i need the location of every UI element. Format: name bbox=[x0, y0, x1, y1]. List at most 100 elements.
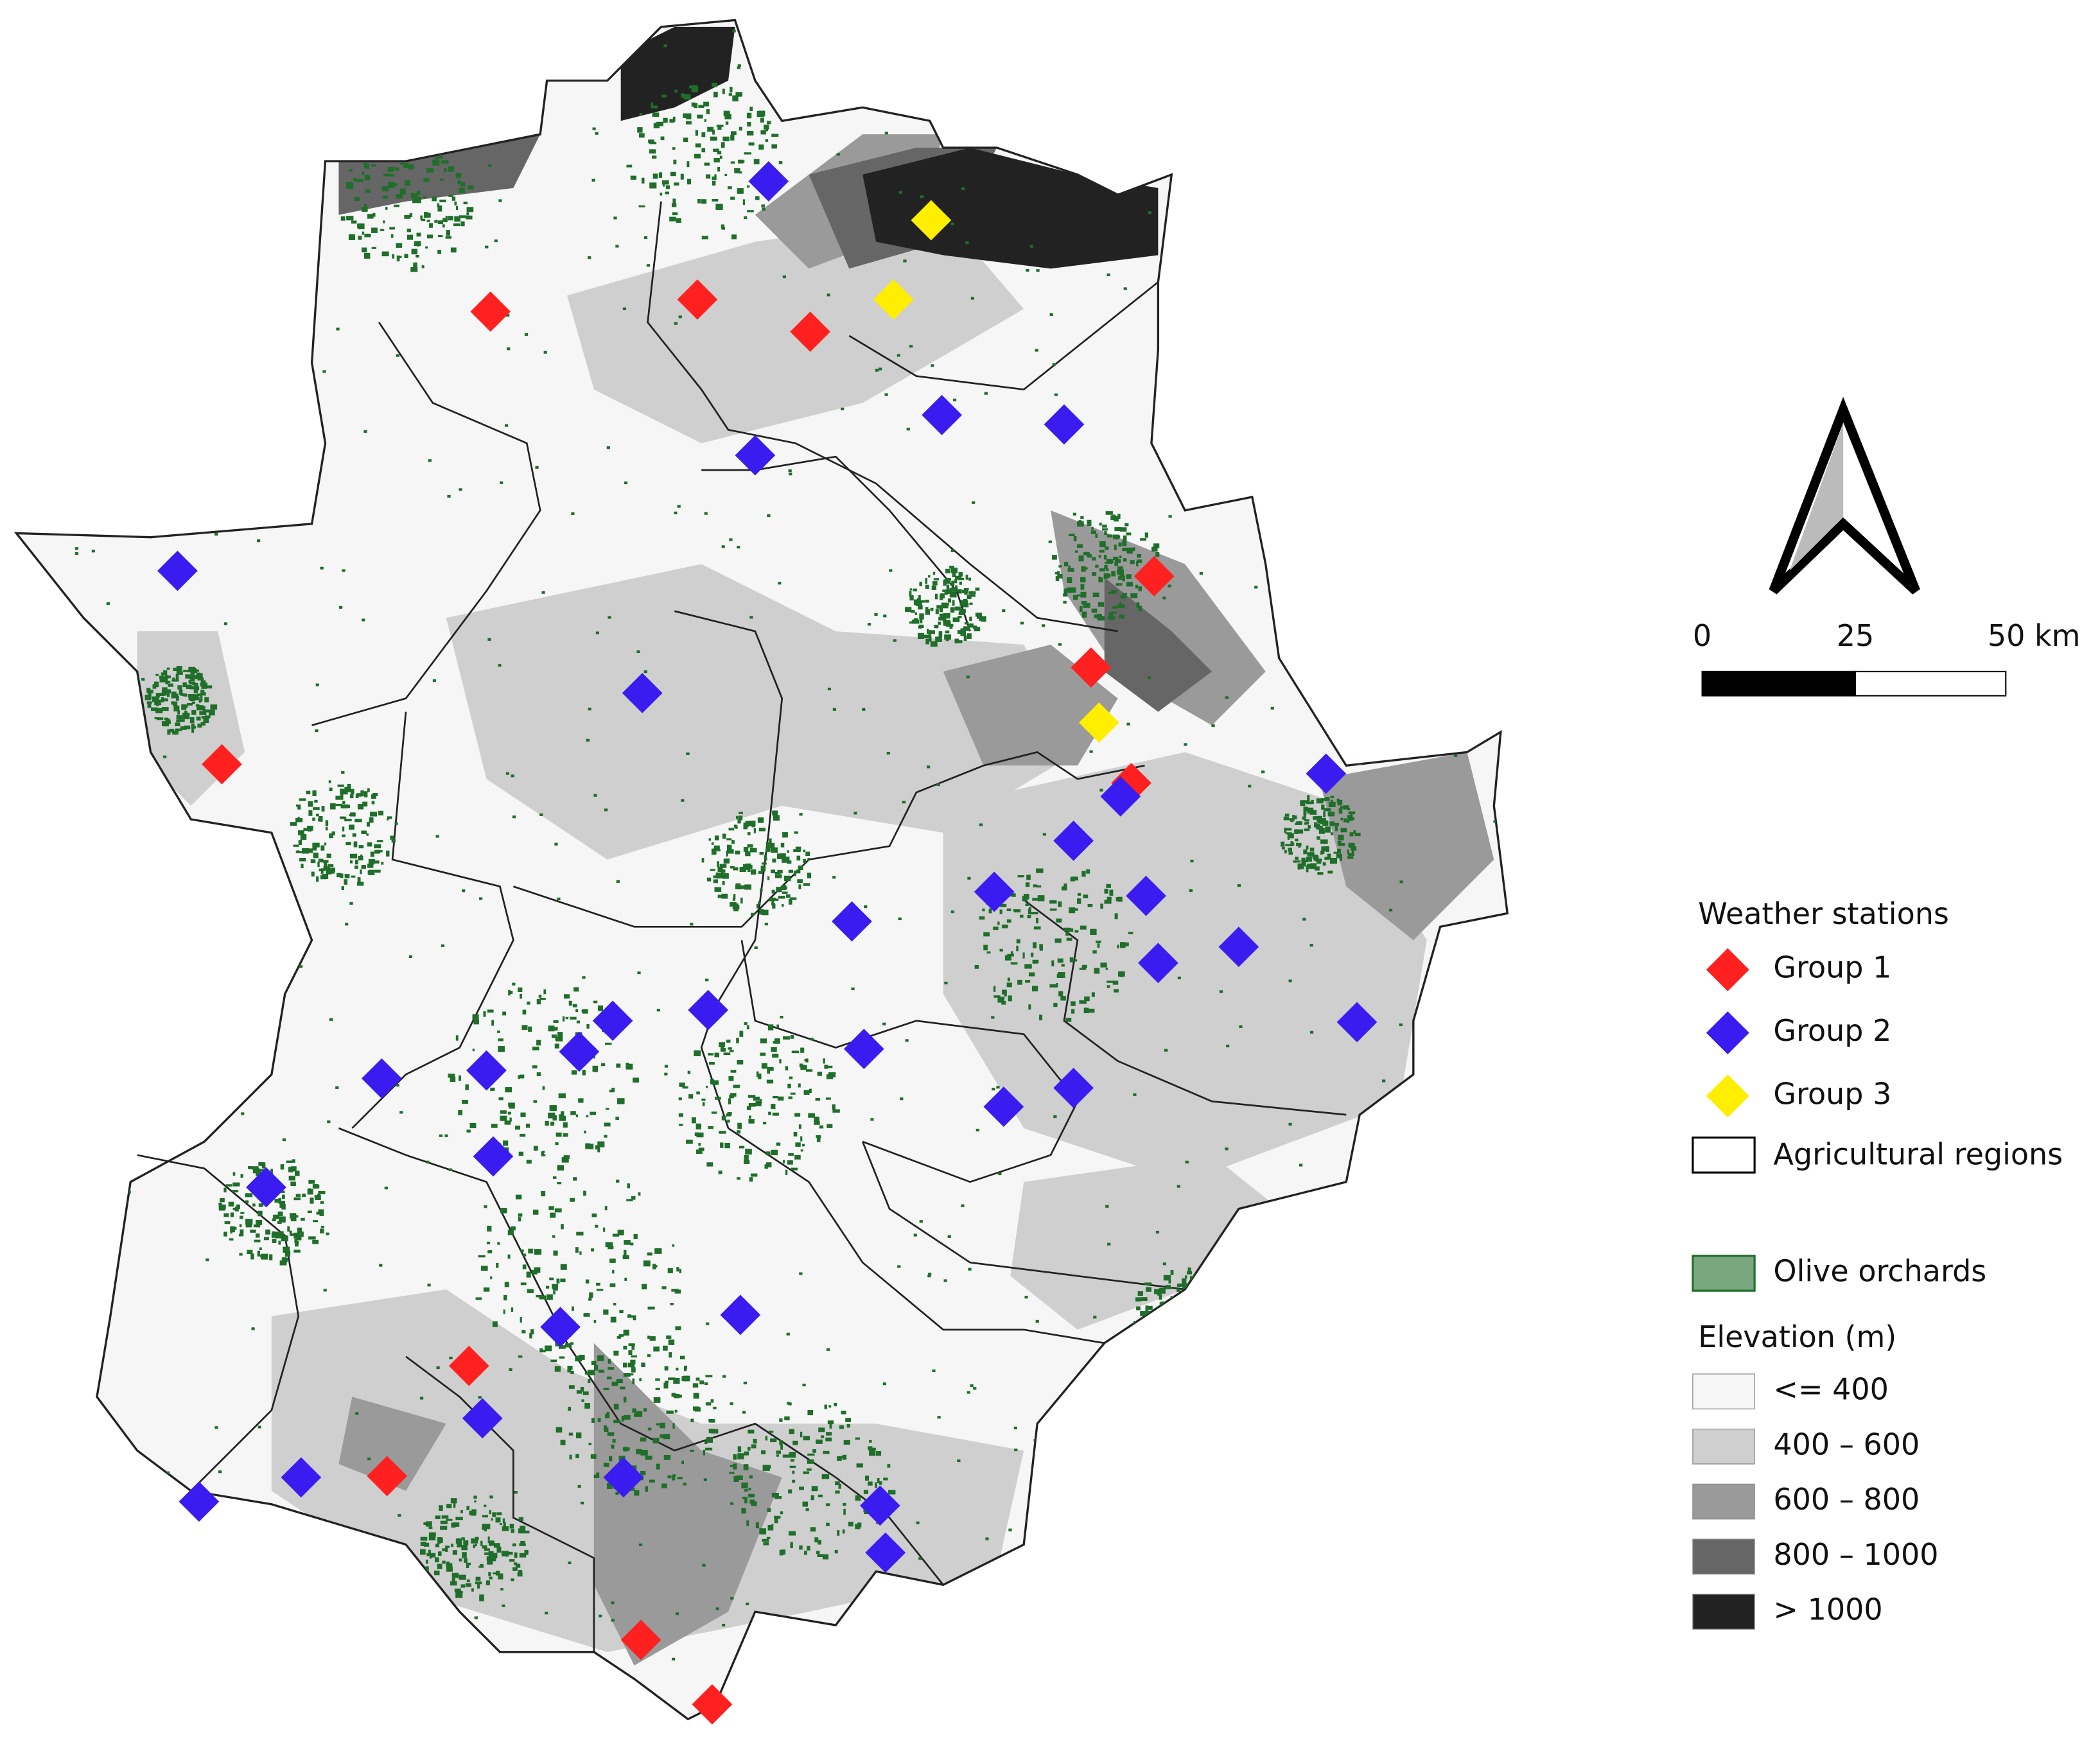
orchard-patch bbox=[695, 143, 701, 148]
orchard-patch bbox=[1151, 546, 1158, 552]
orchard-patch bbox=[1036, 918, 1039, 924]
orchard-patch bbox=[218, 1207, 225, 1211]
orchard-patch bbox=[270, 1169, 273, 1174]
orchard-patch bbox=[1105, 546, 1109, 550]
orchard-patch bbox=[159, 677, 166, 683]
orchard-patch bbox=[767, 1024, 774, 1031]
orchard-patch bbox=[627, 1183, 630, 1189]
orchard-patch bbox=[728, 93, 732, 96]
orchard-patch bbox=[1178, 1352, 1184, 1357]
orchard-patch bbox=[737, 1122, 742, 1129]
orchard-patch bbox=[979, 823, 983, 826]
orchard-patch bbox=[1224, 1320, 1230, 1322]
orchard-patch bbox=[1404, 652, 1408, 656]
orchard-patch bbox=[1413, 1135, 1417, 1138]
orchard-patch bbox=[722, 89, 725, 94]
orchard-patch bbox=[672, 1476, 676, 1481]
orchard-patch bbox=[1196, 1294, 1204, 1300]
orchard-patch bbox=[329, 1018, 333, 1021]
orchard-patch bbox=[737, 819, 741, 824]
orchard-patch bbox=[767, 1524, 773, 1531]
orchard-patch bbox=[337, 873, 342, 878]
orchard-patch bbox=[1288, 1576, 1291, 1580]
orchard-patch bbox=[172, 701, 178, 706]
orchard-patch bbox=[661, 1483, 667, 1488]
orchard-patch bbox=[960, 1608, 964, 1611]
orchard-patch bbox=[198, 699, 202, 703]
orchard-patch bbox=[969, 602, 973, 605]
orchard-patch bbox=[576, 1390, 582, 1394]
orchard-patch bbox=[1162, 1262, 1166, 1266]
orchard-patch bbox=[168, 681, 171, 683]
orchard-patch bbox=[731, 840, 735, 844]
orchard-patch bbox=[902, 63, 906, 66]
orchard-patch bbox=[279, 1260, 287, 1266]
orchard-patch bbox=[462, 889, 466, 893]
orchard-patch bbox=[553, 1020, 559, 1023]
orchard-patch bbox=[1202, 1271, 1204, 1278]
orchard-patch bbox=[741, 1482, 748, 1489]
orchard-patch bbox=[788, 1489, 792, 1494]
orchard-patch bbox=[471, 1588, 474, 1592]
orchard-patch bbox=[1104, 889, 1108, 894]
orchard-patch bbox=[231, 1190, 239, 1193]
orchard-patch bbox=[1279, 1204, 1283, 1207]
orchard-patch bbox=[284, 1251, 291, 1257]
orchard-patch bbox=[134, 1059, 138, 1062]
orchard-patch bbox=[1169, 1307, 1173, 1313]
orchard-patch bbox=[232, 1207, 237, 1210]
orchard-patch bbox=[739, 815, 743, 821]
orchard-patch bbox=[815, 1098, 821, 1101]
orchard-patch bbox=[1113, 534, 1119, 540]
orchard-patch bbox=[297, 806, 301, 810]
orchard-patch bbox=[1307, 852, 1315, 857]
orchard-patch bbox=[1082, 1588, 1086, 1592]
orchard-patch bbox=[313, 423, 317, 426]
orchard-patch bbox=[794, 1113, 801, 1117]
orchard-patch bbox=[1393, 694, 1397, 698]
orchard-patch bbox=[615, 46, 618, 49]
orchard-patch bbox=[514, 1552, 518, 1558]
orchard-patch bbox=[1042, 833, 1046, 836]
orchard-patch bbox=[64, 67, 68, 71]
orchard-patch bbox=[539, 997, 546, 1000]
orchard-patch bbox=[179, 689, 183, 695]
orchard-patch bbox=[403, 136, 409, 141]
orchard-patch bbox=[864, 905, 868, 909]
orchard-patch bbox=[1024, 1296, 1028, 1299]
orchard-patch bbox=[166, 1471, 170, 1474]
orchard-patch bbox=[1171, 1646, 1175, 1650]
orchard-patch bbox=[698, 105, 704, 108]
orchard-patch bbox=[942, 617, 947, 622]
orchard-patch bbox=[1297, 829, 1304, 834]
orchard-patch bbox=[636, 650, 640, 654]
orchard-patch bbox=[792, 1440, 798, 1445]
orchard-patch bbox=[986, 951, 991, 954]
orchard-patch bbox=[691, 102, 695, 107]
orchard-patch bbox=[561, 1224, 564, 1230]
orchard-patch bbox=[1199, 1355, 1202, 1358]
orchard-patch bbox=[225, 1184, 232, 1187]
orchard-patch bbox=[1107, 980, 1114, 983]
orchard-patch bbox=[714, 835, 719, 841]
orchard-patch bbox=[180, 693, 185, 696]
orchard-patch bbox=[724, 1142, 730, 1149]
orchard-patch bbox=[638, 133, 645, 138]
orchard-patch bbox=[1150, 1652, 1153, 1655]
orchard-patch bbox=[340, 788, 347, 794]
orchard-patch bbox=[460, 1584, 466, 1588]
orchard-patch bbox=[1146, 1305, 1153, 1310]
orchard-patch bbox=[1214, 1355, 1218, 1358]
orchard-patch bbox=[724, 173, 728, 177]
station-marker bbox=[974, 871, 1015, 912]
orchard-patch bbox=[1174, 1344, 1177, 1349]
orchard-patch bbox=[672, 147, 676, 150]
orchard-patch bbox=[723, 1052, 731, 1056]
orchard-patch bbox=[704, 512, 708, 515]
orchard-patch bbox=[1303, 812, 1306, 818]
orchard-patch bbox=[814, 1537, 819, 1543]
orchard-patch bbox=[1182, 1283, 1189, 1289]
orchard-patch bbox=[496, 1546, 502, 1553]
orchard-patch bbox=[790, 897, 797, 900]
orchard-patch bbox=[456, 205, 459, 211]
